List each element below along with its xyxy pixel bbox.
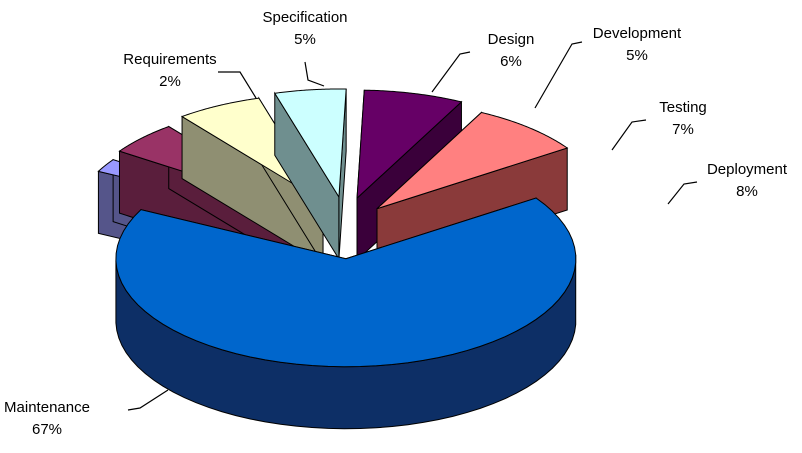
pie-slice-top [273,88,347,199]
slice-value-requirements: 2% [159,73,181,90]
slice-label-deployment: Deployment [707,161,788,178]
leader-line-deployment [667,181,698,205]
leader-line-requirements [218,71,257,99]
leader-line-specification [304,61,325,87]
slice-value-deployment: 8% [736,183,758,200]
leader-line-design [431,51,471,93]
pie-slice-top [115,197,577,368]
slice-value-maintenance: 67% [32,421,62,438]
pie-slice-top [356,89,463,200]
slice-label-requirements: Requirements [123,51,216,68]
slice-value-specification: 5% [294,31,316,48]
pie-slice-development [273,88,347,261]
slice-label-development: Development [593,25,682,42]
leader-line-maintenance [127,389,169,411]
pie-slice-maintenance [115,197,577,430]
leader-line-development [534,41,583,109]
slice-value-development: 5% [626,47,648,64]
leader-line-testing [611,119,647,151]
slice-value-design: 6% [500,53,522,70]
slice-label-design: Design [488,31,535,48]
pie-slice-top [376,111,569,210]
slice-label-specification: Specification [262,9,347,26]
slice-label-maintenance: Maintenance [4,399,90,416]
slice-value-testing: 7% [672,121,694,138]
slice-label-testing: Testing [659,99,707,116]
